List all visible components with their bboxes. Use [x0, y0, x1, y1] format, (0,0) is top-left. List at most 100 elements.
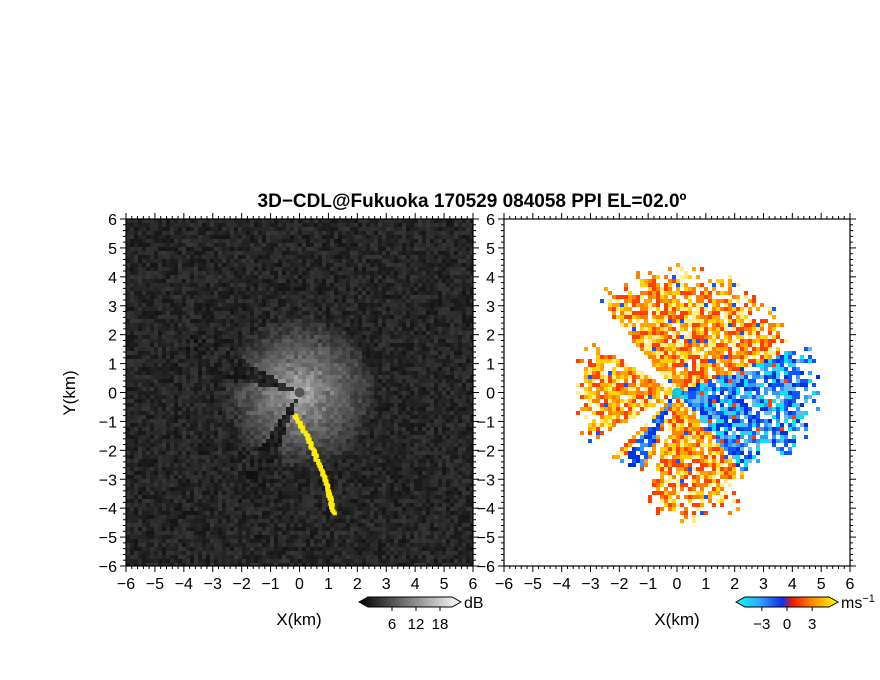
reflectivity-cell — [222, 259, 226, 263]
reflectivity-cell — [246, 379, 250, 383]
reflectivity-cell — [406, 379, 410, 383]
reflectivity-cell — [330, 231, 334, 235]
reflectivity-cell — [182, 283, 186, 287]
reflectivity-cell — [394, 243, 398, 247]
reflectivity-cell — [286, 319, 290, 323]
reflectivity-cell — [250, 331, 254, 335]
reflectivity-cell — [234, 359, 238, 363]
reflectivity-cell — [350, 223, 354, 227]
reflectivity-cell — [230, 219, 234, 223]
reflectivity-cell — [410, 239, 414, 243]
reflectivity-cell — [466, 239, 470, 243]
reflectivity-cell — [198, 407, 202, 411]
reflectivity-cell — [166, 367, 170, 371]
reflectivity-cell — [278, 339, 282, 343]
reflectivity-cell — [406, 319, 410, 323]
reflectivity-cell — [434, 391, 438, 395]
reflectivity-cell — [390, 419, 394, 423]
reflectivity-cell — [234, 339, 238, 343]
reflectivity-cell — [158, 447, 162, 451]
reflectivity-cell — [286, 355, 290, 359]
reflectivity-cell — [210, 307, 214, 311]
reflectivity-cell — [146, 355, 150, 359]
reflectivity-cell — [342, 335, 346, 339]
reflectivity-cell — [162, 271, 166, 275]
reflectivity-cell — [394, 343, 398, 347]
reflectivity-cell — [406, 231, 410, 235]
reflectivity-cell — [250, 319, 254, 323]
reflectivity-cell — [142, 391, 146, 395]
reflectivity-cell — [366, 347, 370, 351]
reflectivity-cell — [326, 439, 330, 443]
reflectivity-cell — [290, 367, 294, 371]
reflectivity-cell — [202, 219, 206, 223]
reflectivity-cell — [294, 375, 298, 379]
reflectivity-cell — [442, 231, 446, 235]
reflectivity-cell — [466, 367, 470, 371]
reflectivity-cell — [238, 367, 242, 371]
reflectivity-cell — [182, 295, 186, 299]
reflectivity-cell — [274, 383, 278, 387]
reflectivity-cell — [470, 279, 473, 283]
reflectivity-cell — [394, 295, 398, 299]
reflectivity-cell — [462, 247, 466, 251]
reflectivity-cell — [342, 251, 346, 255]
reflectivity-cell — [226, 219, 230, 223]
reflectivity-cell — [378, 227, 382, 231]
reflectivity-cell — [410, 311, 414, 315]
reflectivity-cell — [258, 387, 262, 391]
reflectivity-cell — [326, 295, 330, 299]
reflectivity-cell — [162, 427, 166, 431]
reflectivity-cell — [274, 219, 278, 223]
reflectivity-cell — [158, 235, 162, 239]
reflectivity-cell — [466, 403, 470, 407]
reflectivity-cell — [162, 387, 166, 391]
reflectivity-cell — [178, 303, 182, 307]
reflectivity-cell — [194, 271, 198, 275]
reflectivity-cell — [126, 235, 130, 239]
reflectivity-cell — [406, 351, 410, 355]
reflectivity-cell — [226, 331, 230, 335]
reflectivity-cell — [414, 255, 418, 259]
reflectivity-cell — [442, 255, 446, 259]
reflectivity-cell — [138, 351, 142, 355]
reflectivity-cell — [254, 395, 258, 399]
reflectivity-cell — [254, 343, 258, 347]
reflectivity-cell — [246, 243, 250, 247]
reflectivity-cell — [322, 251, 326, 255]
reflectivity-cell — [254, 227, 258, 231]
reflectivity-cell — [130, 247, 134, 251]
reflectivity-cell — [314, 407, 318, 411]
reflectivity-cell — [230, 251, 234, 255]
reflectivity-cell — [322, 443, 326, 447]
reflectivity-cell — [182, 403, 186, 407]
reflectivity-cell — [202, 243, 206, 247]
reflectivity-cell — [210, 383, 214, 387]
reflectivity-cell — [454, 291, 458, 295]
reflectivity-cell — [402, 319, 406, 323]
reflectivity-cell — [186, 439, 190, 443]
reflectivity-cell — [178, 423, 182, 427]
reflectivity-cell — [150, 239, 154, 243]
reflectivity-cell — [338, 395, 342, 399]
reflectivity-cell — [462, 359, 466, 363]
reflectivity-cell — [290, 431, 294, 435]
reflectivity-cell — [442, 239, 446, 243]
reflectivity-cell — [222, 347, 226, 351]
reflectivity-cell — [178, 239, 182, 243]
reflectivity-cell — [450, 291, 454, 295]
reflectivity-cell — [210, 403, 214, 407]
reflectivity-cell — [310, 323, 314, 327]
reflectivity-cell — [218, 411, 222, 415]
reflectivity-cell — [166, 383, 170, 387]
reflectivity-cell — [462, 391, 466, 395]
reflectivity-cell — [194, 343, 198, 347]
reflectivity-cell — [130, 315, 134, 319]
reflectivity-cell — [362, 235, 366, 239]
reflectivity-cell — [322, 311, 326, 315]
reflectivity-cell — [462, 283, 466, 287]
reflectivity-cell — [134, 271, 138, 275]
reflectivity-cell — [358, 359, 362, 363]
reflectivity-cell — [458, 383, 462, 387]
reflectivity-cell — [350, 395, 354, 399]
